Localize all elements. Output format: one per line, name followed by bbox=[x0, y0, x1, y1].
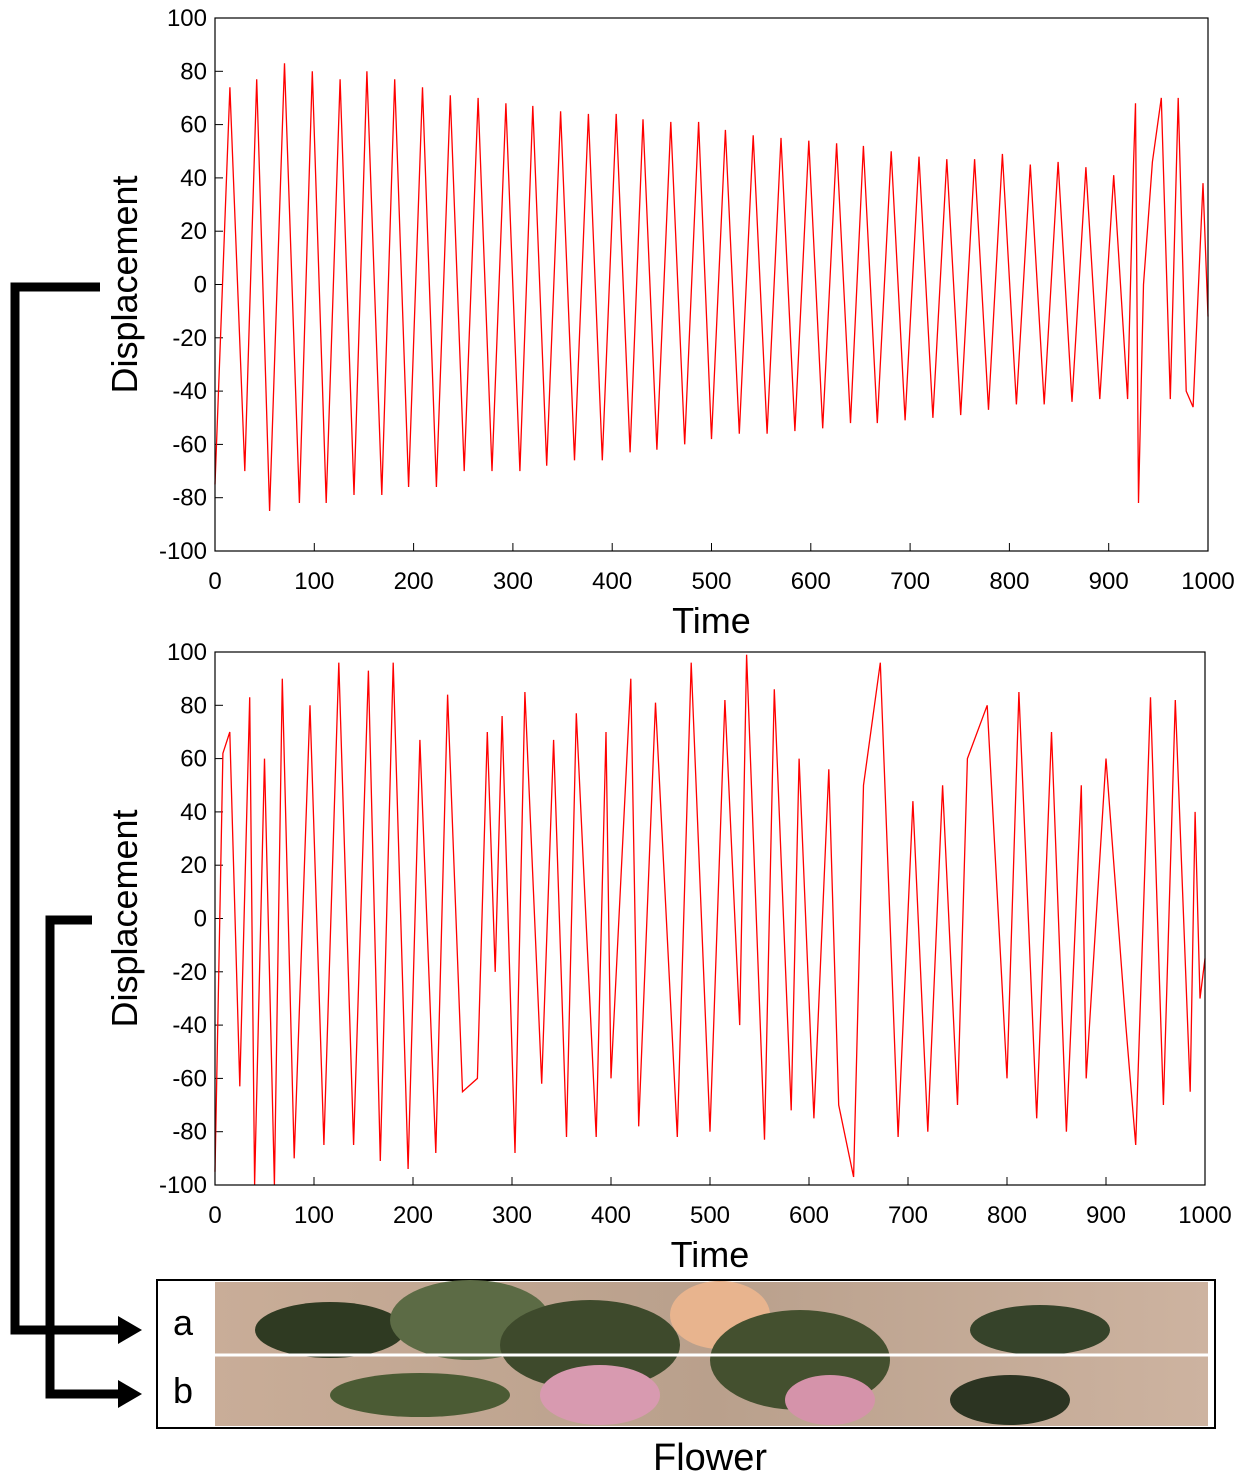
x-axis-title: Time bbox=[671, 1234, 750, 1275]
x-tick-label: 500 bbox=[691, 568, 731, 595]
x-axis-title: Time bbox=[672, 600, 751, 641]
y-axis-title: Displacement bbox=[104, 809, 145, 1027]
x-tick-label: 500 bbox=[690, 1202, 730, 1229]
y-tick-label: 20 bbox=[180, 218, 207, 245]
arrow-head bbox=[118, 1316, 142, 1344]
y-tick-label: 60 bbox=[180, 746, 207, 773]
x-tick-label: 300 bbox=[492, 1202, 532, 1229]
y-tick-label: 20 bbox=[180, 852, 207, 879]
row-label: a bbox=[173, 1302, 194, 1343]
y-tick-label: -20 bbox=[172, 959, 207, 986]
data-line bbox=[214, 654, 1206, 1186]
y-tick-label: 80 bbox=[180, 58, 207, 85]
x-tick-label: 0 bbox=[208, 568, 221, 595]
y-tick-label: 100 bbox=[167, 5, 207, 32]
y-tick-label: 0 bbox=[194, 272, 207, 299]
x-tick-label: 1000 bbox=[1181, 568, 1234, 595]
x-tick-label: 600 bbox=[791, 568, 831, 595]
y-tick-label: -40 bbox=[172, 1012, 207, 1039]
x-tick-label: 200 bbox=[394, 568, 434, 595]
y-tick-label: -20 bbox=[172, 325, 207, 352]
plot-frame bbox=[214, 17, 1209, 552]
flower-image bbox=[156, 1279, 1216, 1429]
x-tick-label: 100 bbox=[294, 568, 334, 595]
arrow-head bbox=[118, 1380, 142, 1408]
x-tick-label: 400 bbox=[591, 1202, 631, 1229]
y-tick-label: -100 bbox=[159, 1172, 207, 1199]
y-axis-title: Displacement bbox=[104, 175, 145, 393]
row-label: b bbox=[173, 1370, 193, 1411]
x-tick-label: 0 bbox=[208, 1202, 221, 1229]
y-tick-label: 80 bbox=[180, 692, 207, 719]
x-tick-label: 700 bbox=[890, 568, 930, 595]
x-tick-label: 200 bbox=[393, 1202, 433, 1229]
y-tick-label: -60 bbox=[172, 431, 207, 458]
y-tick-label: -60 bbox=[172, 1065, 207, 1092]
y-tick-label: 40 bbox=[180, 799, 207, 826]
y-tick-label: -100 bbox=[159, 538, 207, 565]
x-tick-label: 400 bbox=[592, 568, 632, 595]
y-tick-label: 0 bbox=[194, 906, 207, 933]
x-tick-label: 100 bbox=[294, 1202, 334, 1229]
y-tick-label: 60 bbox=[180, 112, 207, 139]
x-tick-label: 600 bbox=[789, 1202, 829, 1229]
y-tick-label: -40 bbox=[172, 378, 207, 405]
x-tick-label: 800 bbox=[987, 1202, 1027, 1229]
x-tick-label: 800 bbox=[989, 568, 1029, 595]
x-tick-label: 900 bbox=[1086, 1202, 1126, 1229]
caption: Flower bbox=[653, 1437, 767, 1477]
x-tick-label: 700 bbox=[888, 1202, 928, 1229]
data-line bbox=[214, 63, 1209, 512]
x-tick-label: 1000 bbox=[1178, 1202, 1231, 1229]
y-tick-label: -80 bbox=[172, 485, 207, 512]
connector-arrows bbox=[10, 282, 120, 1399]
y-tick-label: -80 bbox=[172, 1119, 207, 1146]
y-tick-label: 40 bbox=[180, 165, 207, 192]
y-tick-label: 100 bbox=[167, 639, 207, 666]
x-tick-label: 900 bbox=[1089, 568, 1129, 595]
x-tick-label: 300 bbox=[493, 568, 533, 595]
plot-frame bbox=[214, 651, 1206, 1186]
